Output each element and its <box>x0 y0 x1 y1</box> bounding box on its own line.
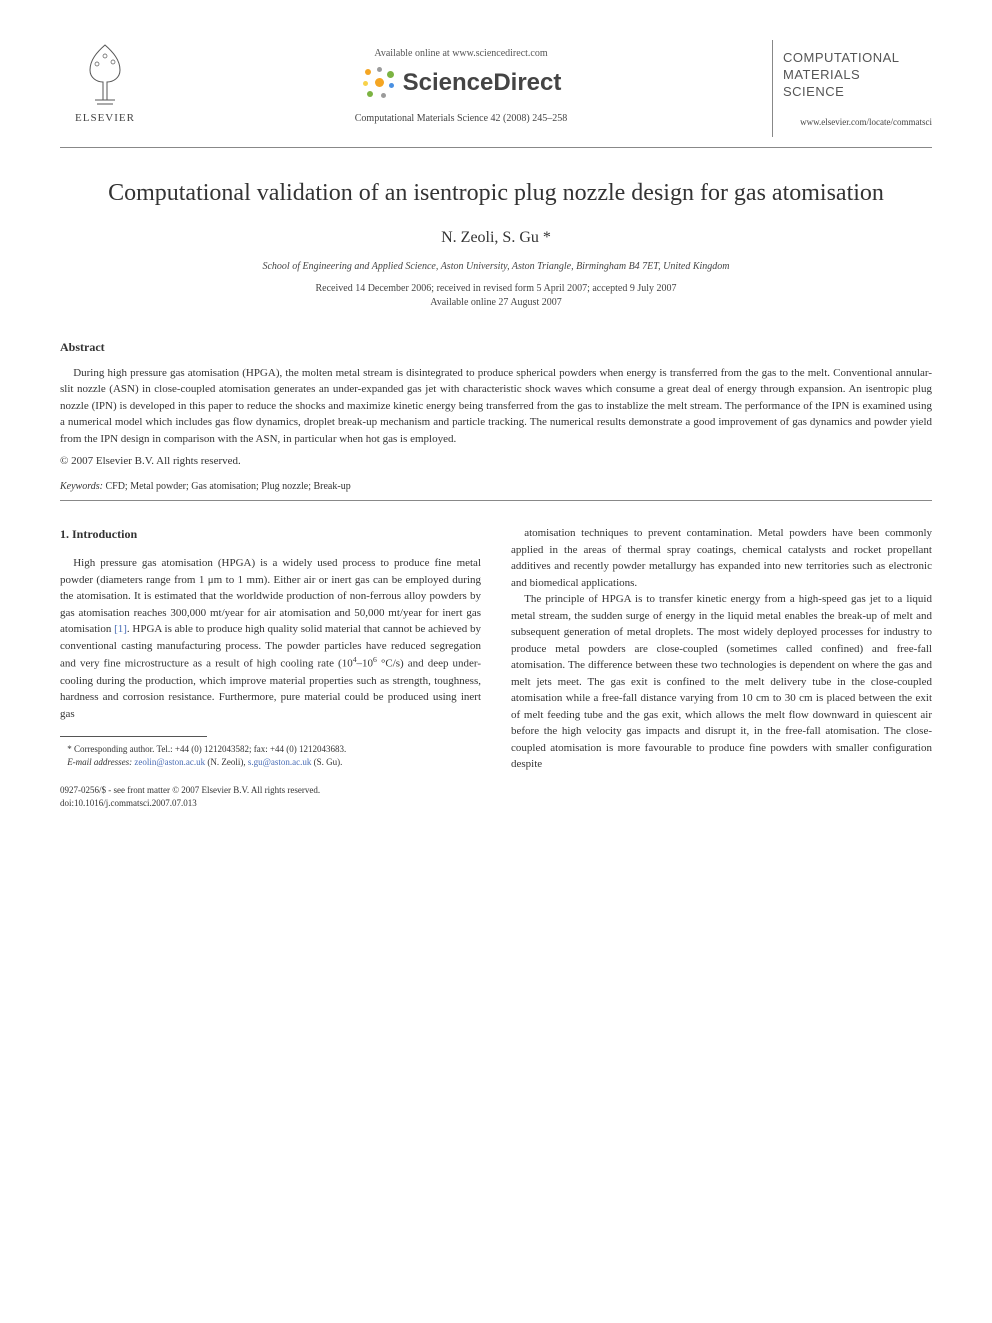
email-link-1[interactable]: zeolin@aston.ac.uk <box>134 757 205 767</box>
header-divider <box>60 147 932 148</box>
abstract-heading: Abstract <box>60 340 932 355</box>
affiliation: School of Engineering and Applied Scienc… <box>60 261 932 272</box>
email-link-2[interactable]: s.gu@aston.ac.uk <box>248 757 312 767</box>
dates-line2: Available online 27 August 2007 <box>60 296 932 310</box>
column-left: 1. Introduction High pressure gas atomis… <box>60 525 481 809</box>
email-footnote: E-mail addresses: zeolin@aston.ac.uk (N.… <box>60 756 481 769</box>
section-heading: 1. Introduction <box>60 525 481 543</box>
body-columns: 1. Introduction High pressure gas atomis… <box>60 525 932 809</box>
column-right: atomisation techniques to prevent contam… <box>511 525 932 809</box>
journal-name-line2: MATERIALS <box>783 67 932 84</box>
dates-line1: Received 14 December 2006; received in r… <box>60 282 932 296</box>
doi-line: doi:10.1016/j.commatsci.2007.07.013 <box>60 797 481 810</box>
journal-title-block: COMPUTATIONAL MATERIALS SCIENCE www.else… <box>772 40 932 137</box>
citation-1[interactable]: [1] <box>114 623 127 635</box>
sciencedirect-dots-icon <box>361 65 397 101</box>
abstract-text: During high pressure gas atomisation (HP… <box>60 365 932 448</box>
col2-paragraph-2: The principle of HPGA is to transfer kin… <box>511 591 932 773</box>
journal-name-line1: COMPUTATIONAL <box>783 50 932 67</box>
journal-url: www.elsevier.com/locate/commatsci <box>783 117 932 127</box>
email-who-1: (N. Zeoli), <box>207 757 245 767</box>
email-who-2: (S. Gu). <box>314 757 343 767</box>
available-online-text: Available online at www.sciencedirect.co… <box>150 48 772 59</box>
sciencedirect-logo: ScienceDirect <box>150 65 772 101</box>
center-header: Available online at www.sciencedirect.co… <box>150 40 772 124</box>
front-matter-line: 0927-0256/$ - see front matter © 2007 El… <box>60 784 481 797</box>
article-title: Computational validation of an isentropi… <box>60 178 932 209</box>
header: ELSEVIER Available online at www.science… <box>60 40 932 137</box>
submission-dates: Received 14 December 2006; received in r… <box>60 282 932 310</box>
abstract-copyright: © 2007 Elsevier B.V. All rights reserved… <box>60 455 932 467</box>
section-title: Introduction <box>72 527 137 541</box>
email-label: E-mail addresses: <box>67 757 132 767</box>
elsevier-logo-block: ELSEVIER <box>60 40 150 124</box>
journal-reference: Computational Materials Science 42 (2008… <box>150 113 772 124</box>
elsevier-label: ELSEVIER <box>75 112 135 124</box>
intro-paragraph-1: High pressure gas atomisation (HPGA) is … <box>60 555 481 722</box>
keywords: Keywords: CFD; Metal powder; Gas atomisa… <box>60 481 932 492</box>
keywords-label: Keywords: <box>60 481 103 492</box>
footnote-separator <box>60 736 207 737</box>
elsevier-tree-icon <box>75 40 135 110</box>
sciencedirect-text: ScienceDirect <box>403 69 562 97</box>
col2-paragraph-1: atomisation techniques to prevent contam… <box>511 525 932 591</box>
keywords-text: CFD; Metal powder; Gas atomisation; Plug… <box>105 481 350 492</box>
corresponding-author-footnote: * Corresponding author. Tel.: +44 (0) 12… <box>60 743 481 756</box>
authors: N. Zeoli, S. Gu * <box>60 229 932 247</box>
section-number: 1. <box>60 527 69 541</box>
bottom-meta: 0927-0256/$ - see front matter © 2007 El… <box>60 784 481 809</box>
keywords-divider <box>60 500 932 501</box>
journal-name-line3: SCIENCE <box>783 84 932 101</box>
